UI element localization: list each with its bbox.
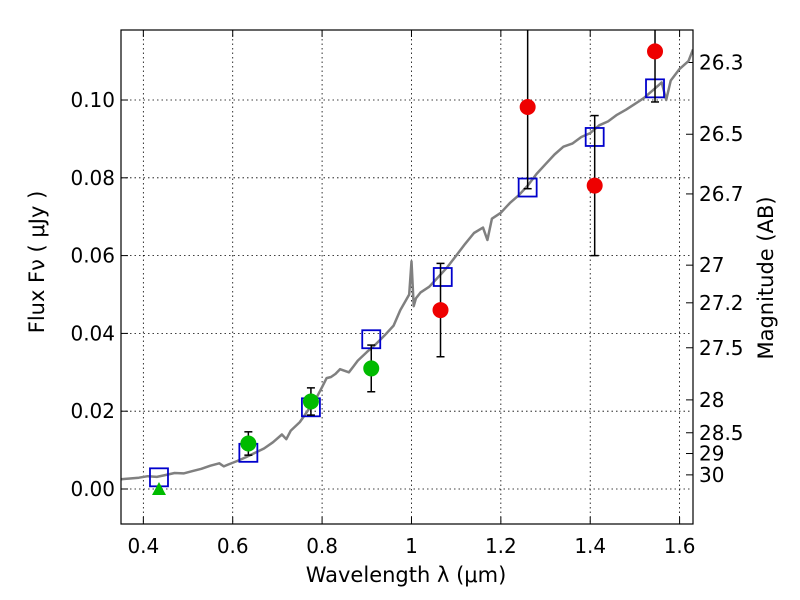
x-tick-label: 0.4 <box>127 534 159 558</box>
magnitude-tick-label: 28 <box>699 388 724 412</box>
x-axis: 0.4 0.6 0.8 1 1.2 1.4 1.6 <box>127 30 696 558</box>
magnitude-tick-label: 30 <box>699 463 724 487</box>
y-tick-label: 0.10 <box>70 88 115 112</box>
x-tick-label: 1.4 <box>574 534 606 558</box>
y-axis-title: Flux Fν ( μJy ) <box>25 191 49 334</box>
observed-point <box>240 435 257 452</box>
magnitude-tick-label: 27.2 <box>699 291 744 315</box>
grid-layer <box>121 30 693 524</box>
y-axis: 0.00 0.02 0.04 0.06 0.08 0.10 <box>70 88 128 501</box>
observed-point <box>432 302 449 319</box>
plot-area <box>121 30 693 495</box>
x-tick-label: 1.6 <box>664 534 696 558</box>
observed-point <box>302 393 319 410</box>
magnitude-tick-label: 27 <box>699 253 724 277</box>
magnitude-tick-label: 26.3 <box>699 50 744 74</box>
y-tick-label: 0.02 <box>70 399 115 423</box>
spectrum-line <box>121 48 693 481</box>
observed-point <box>586 177 603 194</box>
observed-point <box>363 360 380 377</box>
magnitude-tick-label: 26.7 <box>699 182 744 206</box>
magnitude-tick-label: 27.5 <box>699 336 744 360</box>
y-tick-label: 0.00 <box>70 477 115 501</box>
observed-point <box>647 43 664 60</box>
magnitude-tick-label: 29 <box>699 442 724 466</box>
magnitude-tick-label: 28.5 <box>699 421 744 445</box>
x-tick-label: 0.8 <box>306 534 338 558</box>
x-axis-title: Wavelength λ (μm) <box>306 563 507 587</box>
y-tick-label: 0.08 <box>70 166 115 190</box>
y-tick-label: 0.06 <box>70 244 115 268</box>
y2-axis-title: Magnitude (AB) <box>754 196 778 359</box>
x-tick-label: 1.2 <box>485 534 517 558</box>
observed-point <box>519 99 536 116</box>
x-tick-label: 0.6 <box>217 534 249 558</box>
plot-frame <box>120 29 694 525</box>
data-layer <box>121 30 693 495</box>
y-tick-label: 0.04 <box>70 321 115 345</box>
upper-limit-triangle <box>151 481 166 495</box>
magnitude-tick-label: 26.5 <box>699 122 744 146</box>
model-square <box>432 267 453 287</box>
x-tick-label: 1 <box>405 534 418 558</box>
